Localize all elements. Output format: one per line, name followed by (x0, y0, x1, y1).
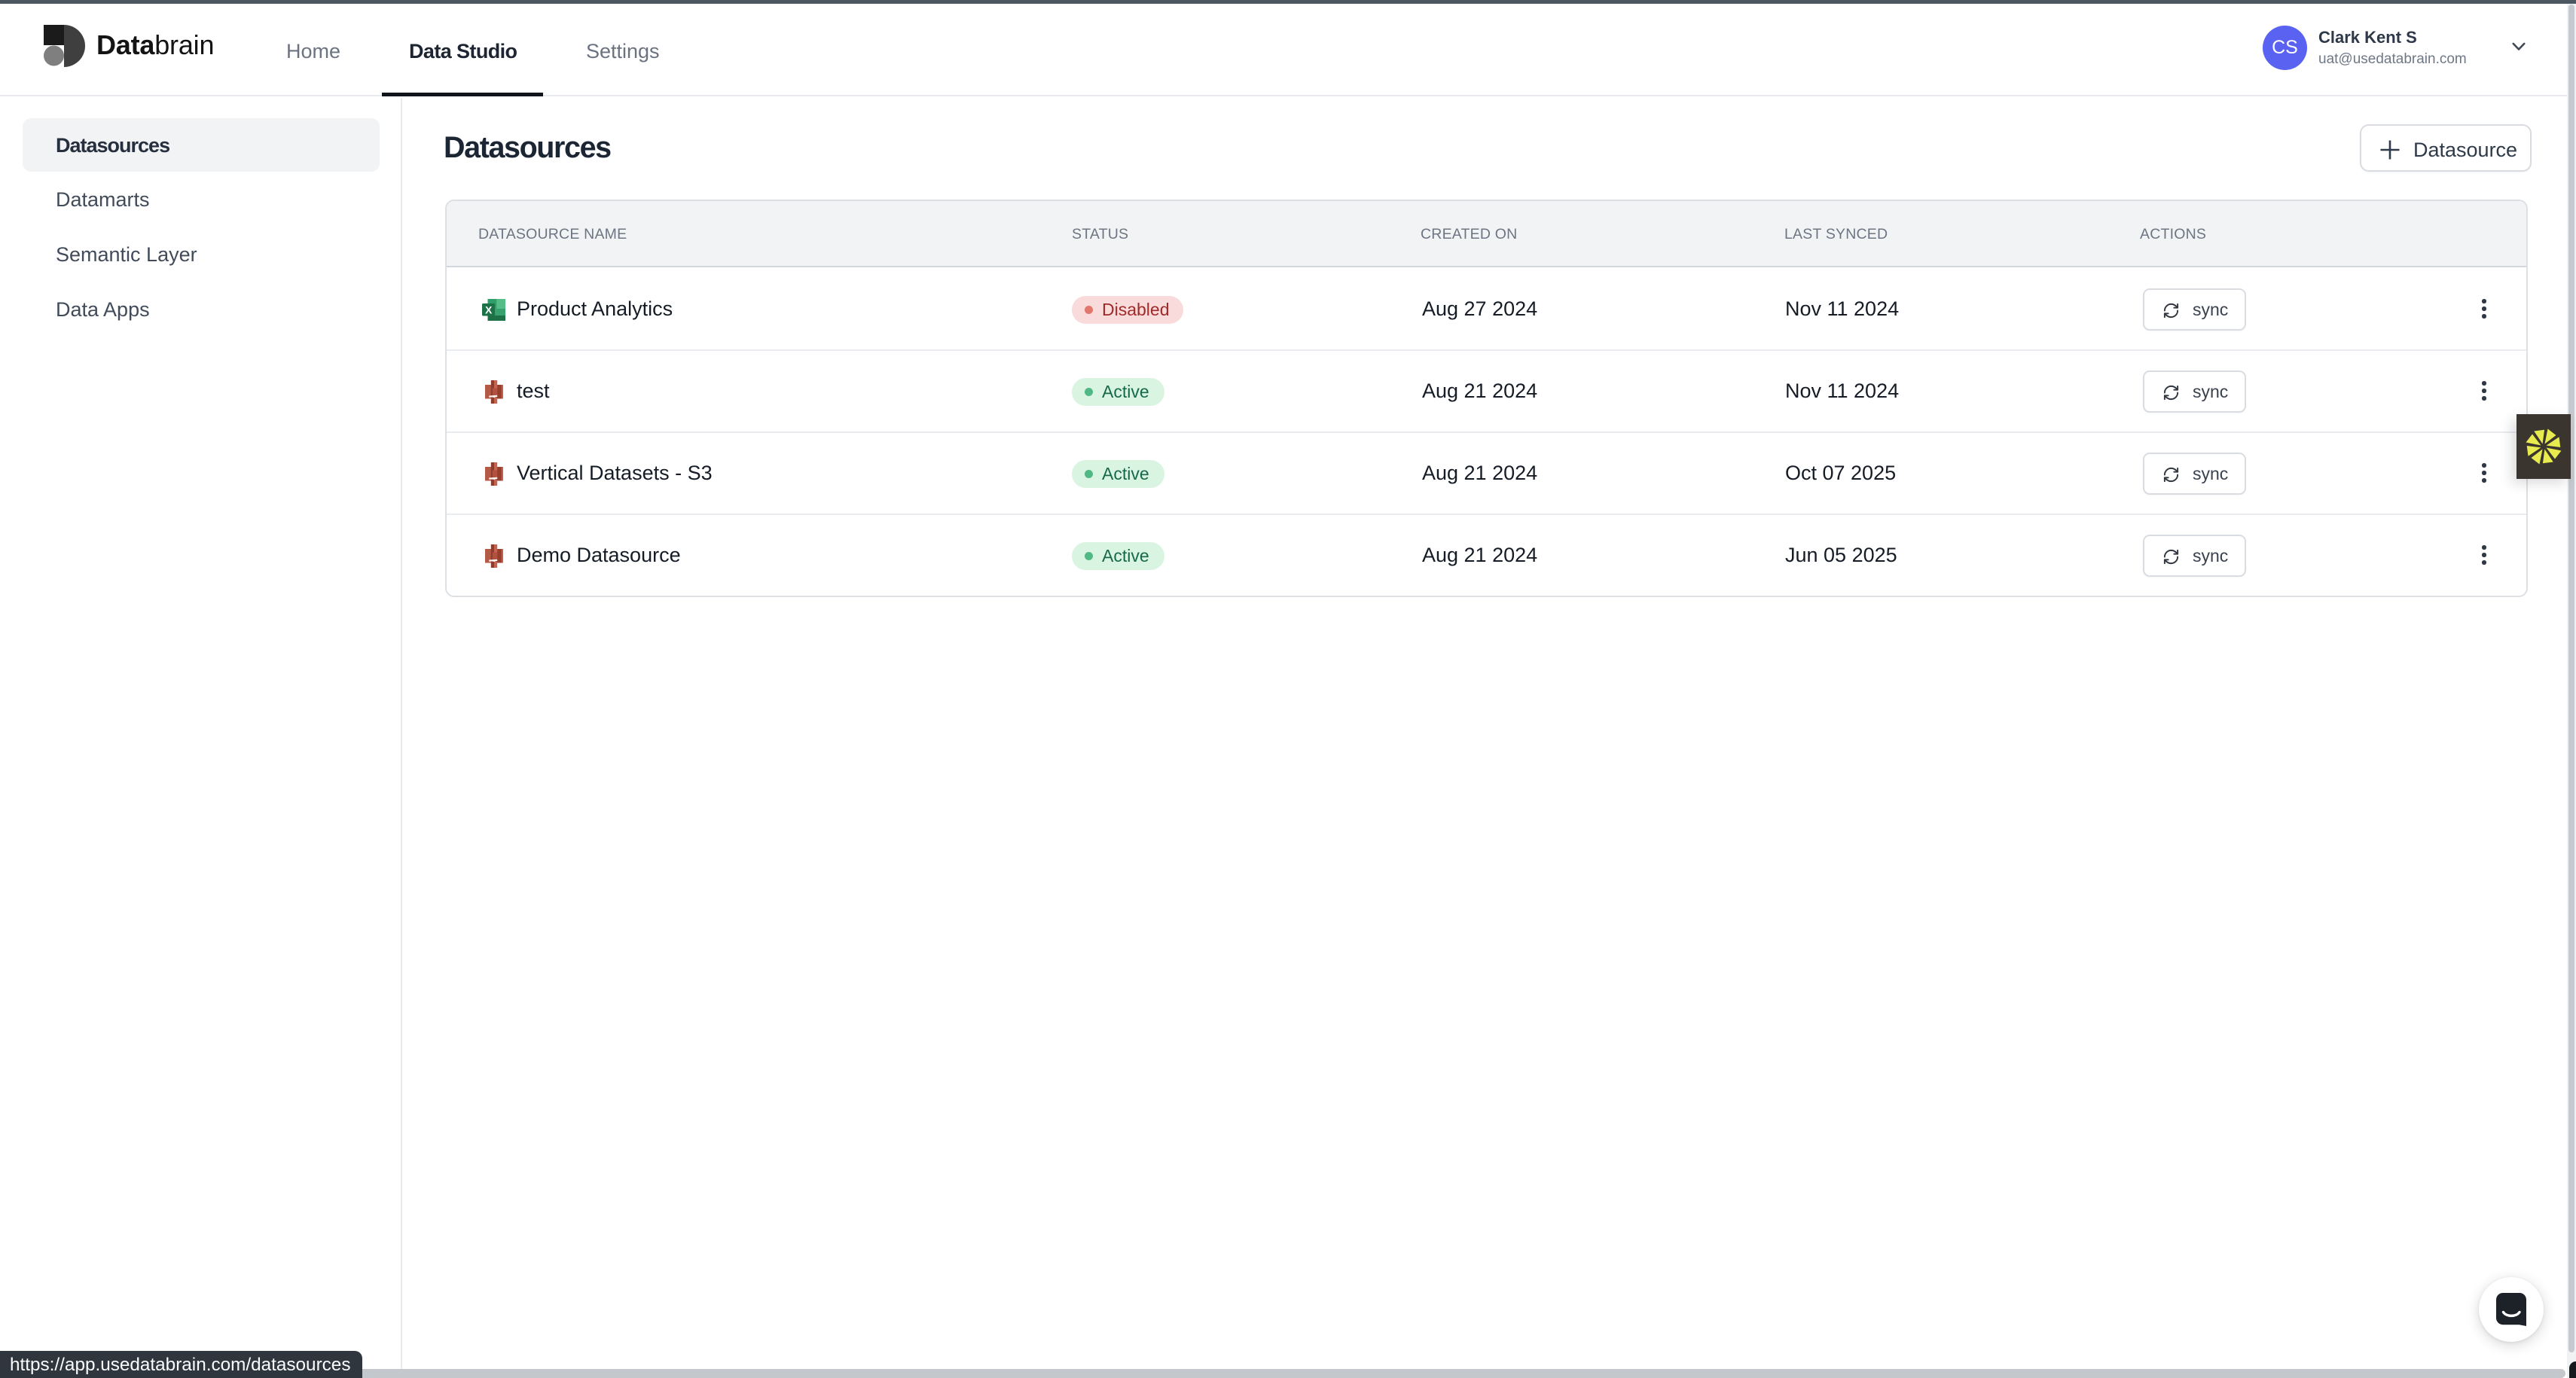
svg-text:X: X (485, 303, 493, 316)
